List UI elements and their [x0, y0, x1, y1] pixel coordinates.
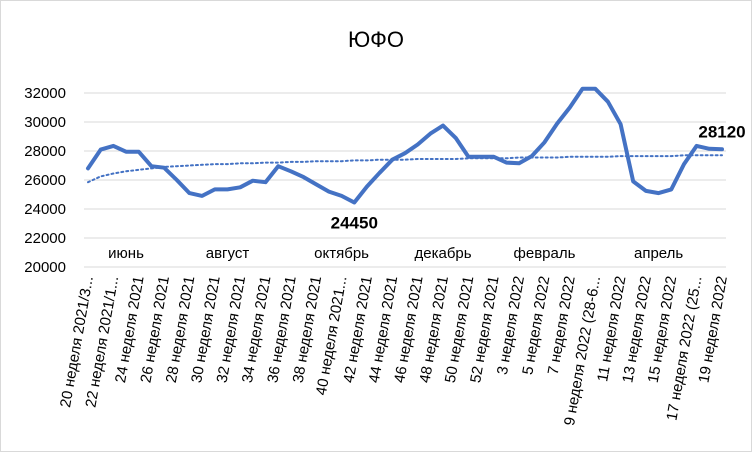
data-point: [302, 175, 306, 179]
month-label: июнь: [108, 245, 144, 262]
data-point: [403, 151, 407, 155]
month-label: февраль: [514, 245, 576, 262]
data-point: [276, 164, 280, 168]
data-point: [340, 194, 344, 198]
data-point: [314, 182, 318, 186]
data-point: [175, 178, 179, 182]
data-point: [200, 194, 204, 198]
y-tick-label: 30000: [24, 114, 66, 131]
y-tick-label: 20000: [24, 259, 66, 276]
data-point: [289, 169, 293, 173]
chart-title: ЮФО: [348, 27, 404, 52]
data-point: [454, 136, 458, 140]
data-point: [669, 187, 673, 191]
month-label: август: [206, 245, 250, 262]
data-label: 28120: [698, 122, 745, 141]
data-point: [149, 164, 153, 168]
data-point: [86, 166, 90, 170]
y-tick-label: 28000: [24, 143, 66, 160]
data-point: [327, 190, 331, 194]
data-annotations: 24450 28120: [331, 122, 746, 232]
data-label: 24450: [331, 213, 378, 232]
data-series: [86, 86, 724, 205]
trendline: [87, 154, 723, 184]
y-tick-label: 26000: [24, 172, 66, 189]
data-point: [581, 87, 585, 91]
data-point: [365, 185, 369, 189]
series-line: [86, 86, 724, 205]
month-labels: июнь август октябрь декабрь февраль апрель: [108, 245, 683, 262]
data-point: [542, 140, 546, 144]
grid-lines: [84, 92, 726, 268]
month-label: декабрь: [415, 245, 472, 262]
month-label: октябрь: [314, 245, 369, 262]
data-point: [111, 144, 115, 148]
data-point: [378, 171, 382, 175]
data-point: [631, 179, 635, 183]
data-point: [606, 100, 610, 104]
data-point: [657, 191, 661, 195]
y-tick-label: 32000: [24, 85, 66, 102]
y-tick-label: 22000: [24, 230, 66, 247]
data-point: [187, 191, 191, 195]
data-point: [568, 106, 572, 109]
data-point: [225, 187, 229, 191]
data-point: [137, 150, 141, 154]
data-point: [720, 147, 724, 151]
data-point: [593, 87, 597, 91]
data-point: [707, 147, 711, 151]
data-point: [441, 124, 445, 128]
y-tick-label: 24000: [24, 201, 66, 218]
data-point: [124, 150, 128, 154]
data-point: [619, 122, 623, 126]
data-point: [416, 142, 420, 146]
data-point: [682, 162, 686, 166]
month-label: апрель: [634, 245, 683, 262]
data-point: [213, 187, 217, 191]
y-axis-tick-labels: 20000 22000 24000 26000 28000 30000 32000: [24, 85, 66, 276]
data-point: [555, 121, 559, 125]
data-point: [238, 185, 242, 189]
data-point: [428, 132, 432, 136]
data-point: [644, 189, 648, 193]
data-point: [352, 200, 356, 204]
data-point: [99, 148, 103, 152]
data-point: [695, 144, 699, 148]
data-point: [517, 161, 521, 165]
x-axis-tick-labels: 20 неделя 2021/3...22 неделя 2021/1...24…: [57, 275, 731, 427]
data-point: [504, 161, 508, 165]
data-point: [251, 179, 255, 183]
data-point: [264, 180, 268, 184]
